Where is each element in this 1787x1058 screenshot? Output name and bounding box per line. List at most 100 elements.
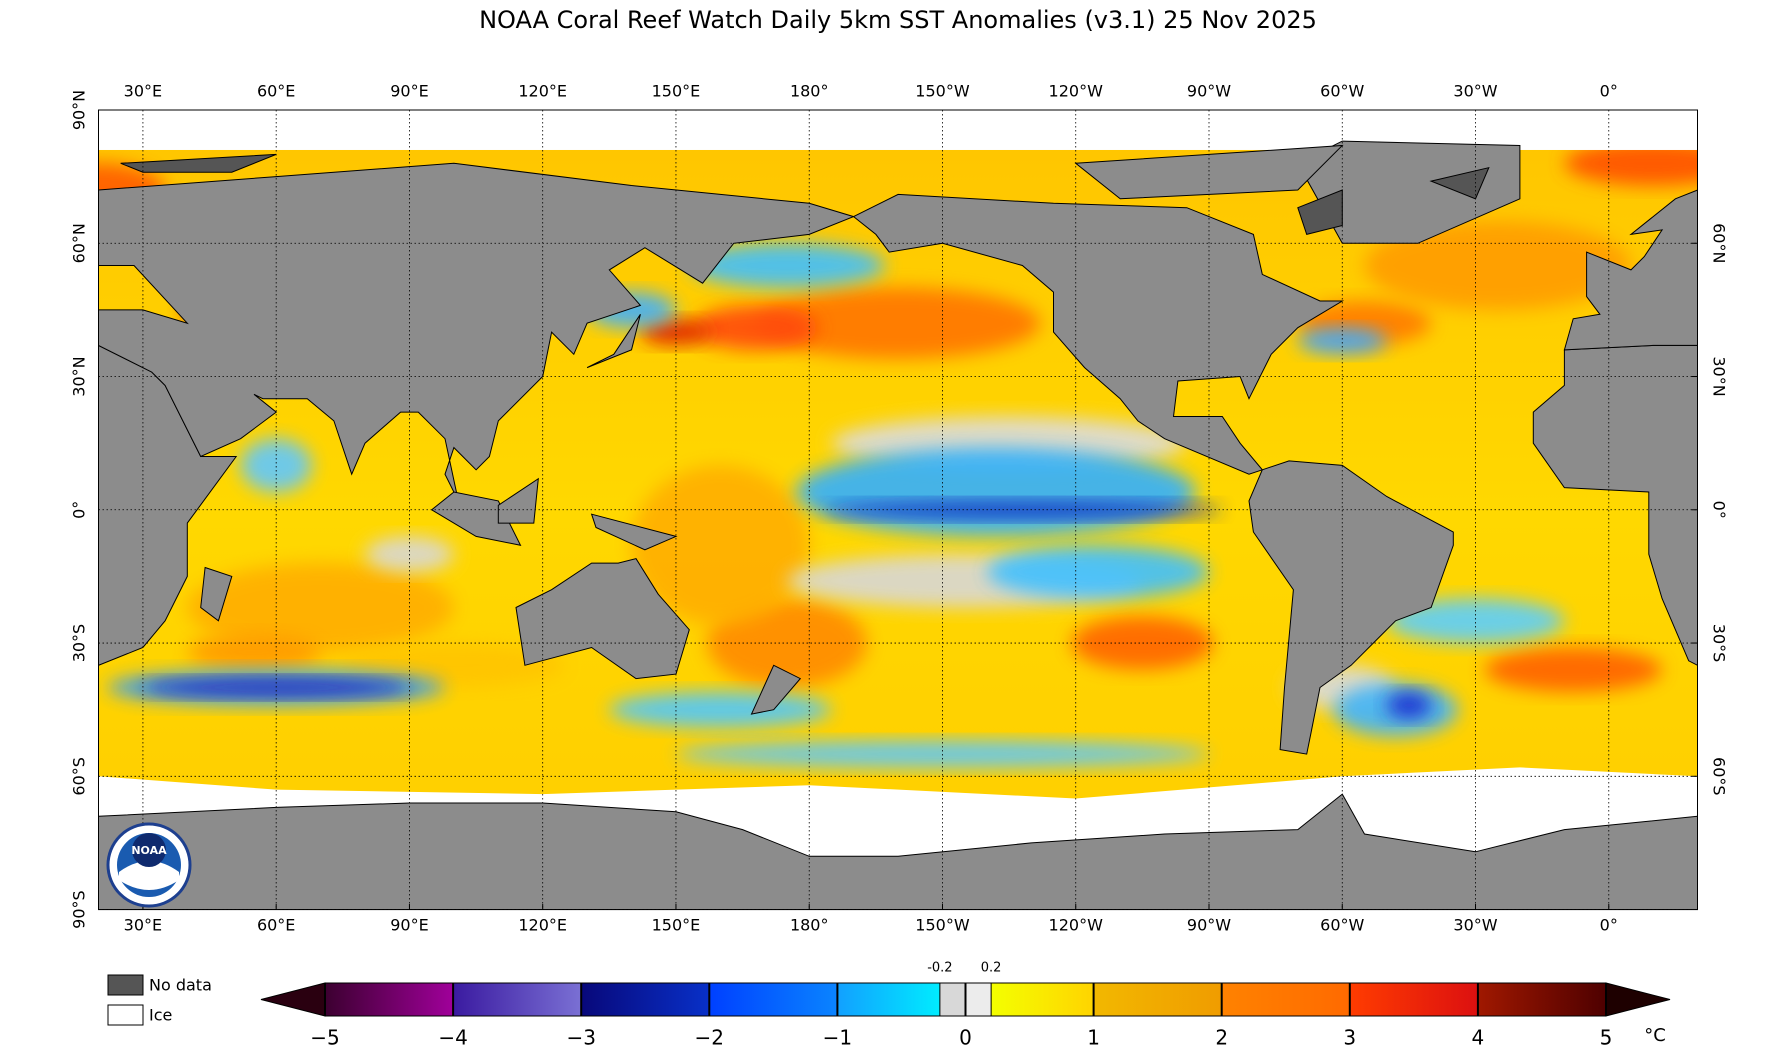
- lat-label: 90°N: [70, 90, 89, 130]
- land: [586, 314, 641, 369]
- map-area: [98, 110, 1698, 910]
- anomaly-patch: [187, 563, 454, 652]
- colorbar-tick-label: 5: [1600, 1026, 1613, 1050]
- colorbar-tick-label: −1: [823, 1026, 852, 1050]
- anomaly-patch: [240, 438, 312, 493]
- colorbar-tick-label: 2: [1215, 1026, 1228, 1050]
- lon-label: 0°: [1600, 916, 1618, 935]
- colorbar-over: [1605, 982, 1671, 1017]
- no-data: [1297, 189, 1343, 235]
- colorbar-unit: °C: [1644, 1025, 1666, 1046]
- colorbar-segment: [1093, 983, 1222, 1016]
- lon-label: 60°E: [257, 82, 295, 101]
- land: [1074, 144, 1344, 200]
- anomaly-patch: [187, 634, 321, 670]
- colorbar-segment: [325, 983, 454, 1016]
- lat-label: 60°S: [1710, 757, 1729, 796]
- lon-label: 30°W: [1453, 82, 1497, 101]
- lon-label: 60°W: [1320, 82, 1364, 101]
- anomaly-patch: [1071, 616, 1214, 670]
- lon-label: 120°W: [1049, 916, 1104, 935]
- lon-label: 30°W: [1453, 916, 1497, 935]
- anomaly-patch: [1386, 598, 1565, 644]
- land: [200, 566, 233, 622]
- colorbar-tick-label: 0: [959, 1026, 972, 1050]
- anomaly-patch: [640, 318, 712, 346]
- lat-label: 0°: [1710, 501, 1729, 519]
- anomaly-patch: [693, 305, 819, 350]
- legend-swatch: [107, 974, 144, 996]
- legend-swatch: [107, 1004, 144, 1026]
- lon-label: 0°: [1600, 82, 1618, 101]
- anomaly-patch: [689, 243, 885, 288]
- land: [497, 477, 539, 524]
- land: [750, 664, 802, 715]
- colorbar-small-label: 0.2: [981, 961, 1002, 976]
- lon-label: 90°E: [390, 82, 428, 101]
- colorbar-tick-label: 3: [1343, 1026, 1356, 1050]
- lat-label: 60°N: [70, 223, 89, 263]
- lat-label: 30°S: [70, 624, 89, 663]
- lon-label: 30°E: [124, 82, 162, 101]
- anomaly-patch: [1484, 647, 1663, 692]
- colorbar-tick-label: −4: [438, 1026, 467, 1050]
- anomaly-patch: [1297, 327, 1387, 355]
- colorbar-segment: [581, 983, 710, 1016]
- legend-label: Ice: [149, 1006, 172, 1025]
- colorbar-segment: [837, 983, 940, 1016]
- lon-label: 120°E: [518, 916, 567, 935]
- lat-label: 30°S: [1710, 624, 1729, 663]
- colorbar-tick-label: −5: [310, 1026, 339, 1050]
- lon-label: 60°E: [257, 916, 295, 935]
- land: [1248, 460, 1454, 755]
- lat-label: 30°N: [70, 356, 89, 396]
- lon-label: 60°W: [1320, 916, 1364, 935]
- logo-text: NOAA: [131, 844, 167, 857]
- anomaly-patch: [755, 287, 1041, 359]
- lon-label: 90°W: [1187, 916, 1231, 935]
- lon-label: 150°W: [915, 916, 970, 935]
- lon-label: 150°W: [915, 82, 970, 101]
- map-title: NOAA Coral Reef Watch Daily 5km SST Anom…: [479, 6, 1317, 34]
- colorbar-tick-label: −2: [695, 1026, 724, 1050]
- colorbar-segment: [709, 983, 838, 1016]
- land: [590, 513, 678, 551]
- anomaly-patch: [609, 691, 832, 728]
- colorbar-segment: [453, 983, 582, 1016]
- anomaly-patch: [1386, 691, 1432, 719]
- land: [515, 558, 690, 680]
- logo-gull: [119, 861, 179, 890]
- colorbar-tick-label: 4: [1472, 1026, 1485, 1050]
- lon-label: 150°E: [652, 916, 701, 935]
- noaa-logo: NOAA: [106, 822, 192, 908]
- colorbar-segment: [939, 983, 966, 1016]
- no-data: [1429, 166, 1490, 200]
- colorbar-small-label: -0.2: [927, 961, 952, 976]
- lon-label: 150°E: [652, 82, 701, 101]
- lon-label: 90°E: [390, 916, 428, 935]
- colorbar-tick-label: −3: [566, 1026, 595, 1050]
- anomaly-patch: [631, 465, 810, 626]
- lat-label: 60°S: [70, 757, 89, 796]
- land: [1563, 189, 1698, 351]
- lon-label: 120°W: [1049, 82, 1104, 101]
- lon-label: 90°W: [1187, 82, 1231, 101]
- anomaly-patch: [986, 545, 1209, 599]
- colorbar-segment: [1221, 983, 1350, 1016]
- colorbar-segment: [965, 983, 992, 1016]
- anomaly-patch: [795, 447, 1196, 537]
- anomaly-patch: [1564, 141, 1698, 186]
- lon-label: 180°: [790, 916, 829, 935]
- lat-label: 0°: [70, 501, 89, 519]
- colorbar-segment: [1349, 983, 1478, 1016]
- lat-label: 90°S: [70, 890, 89, 929]
- lon-label: 120°E: [518, 82, 567, 101]
- lat-label: 30°N: [1710, 356, 1729, 396]
- anomaly-patch: [822, 500, 1223, 519]
- lat-label: 60°N: [1710, 223, 1729, 263]
- legend-label: No data: [149, 976, 212, 995]
- no-data: [120, 153, 277, 173]
- logo-center: [132, 833, 166, 867]
